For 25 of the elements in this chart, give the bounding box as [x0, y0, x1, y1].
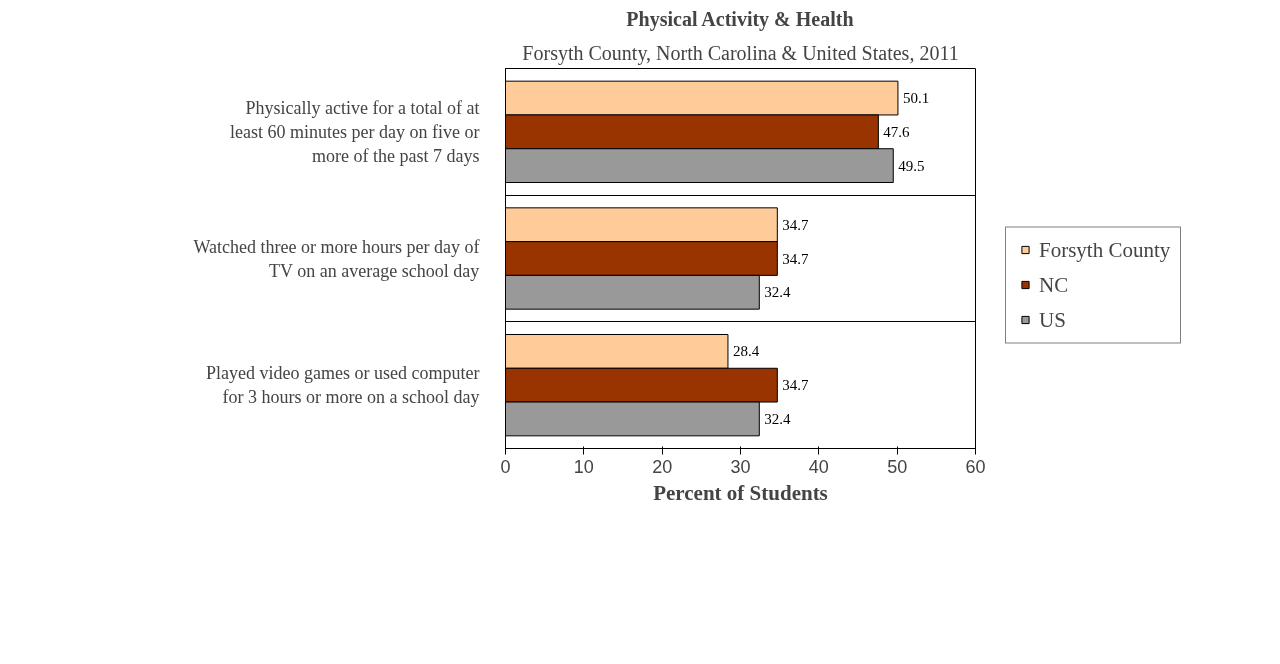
legend-label: NC	[1039, 272, 1069, 297]
chart-subtitle: Forsyth County, North Carolina & United States, 2011	[522, 41, 959, 65]
legend-label: Forsyth County	[1039, 237, 1171, 262]
y-tick-label: Played video games or used computer for 3 hours or more on a school day	[206, 363, 480, 408]
x-tick-label: 30	[730, 456, 751, 477]
x-tick-label: 60	[965, 456, 986, 477]
y-tick-label: Watched three or more hours per day of TV on an average school day	[193, 236, 480, 281]
data-label: 34.7	[782, 216, 810, 233]
data-label: 50.1	[902, 90, 930, 107]
x-axis-title: Percent of Students	[653, 480, 828, 505]
data-label: 32.4	[764, 284, 792, 301]
x-tick-label: 20	[652, 456, 673, 477]
data-label: 49.5	[898, 157, 925, 174]
chart-title: Physical Activity & Health	[626, 7, 854, 31]
y-tick-label: Physically active for a total of at least 60 minutes per day on five or more of the past 7 days	[230, 97, 480, 166]
x-tick-label: 0	[500, 456, 511, 477]
data-label: 34.7	[782, 377, 810, 394]
x-tick-label: 50	[887, 456, 908, 477]
data-label: 32.4	[764, 410, 792, 427]
data-label: 34.7	[782, 250, 810, 267]
x-tick-label: 40	[808, 456, 829, 477]
data-label: 47.6	[883, 123, 911, 140]
x-tick-label: 10	[573, 456, 594, 477]
data-label: 28.4	[732, 343, 760, 360]
legend-label: US	[1039, 307, 1066, 332]
